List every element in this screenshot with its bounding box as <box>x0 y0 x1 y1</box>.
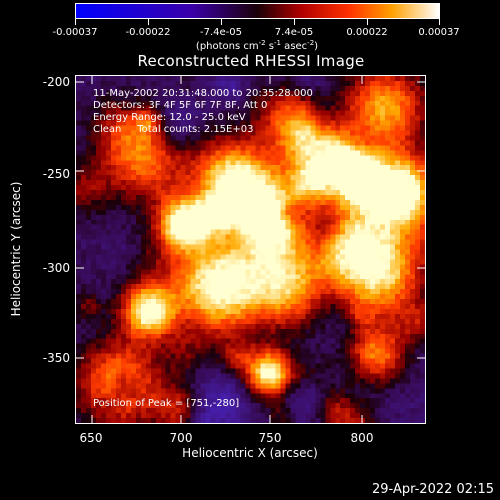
rhessi-image-panel <box>75 75 426 424</box>
colorbar <box>75 3 440 19</box>
x-tick-label: 650 <box>79 431 103 445</box>
info-time-range: 11-May-2002 20:31:48.000 to 20:35:28.000 <box>93 88 313 99</box>
y-tick-label: -300 <box>42 261 70 275</box>
x-tick-label: 800 <box>350 431 374 445</box>
y-tick-label: -250 <box>42 167 70 181</box>
colorbar-tick <box>294 19 295 25</box>
info-clean-counts: Clean Total counts: 2.15E+03 <box>93 124 254 135</box>
colorbar-tick-label: -0.00037 <box>52 27 98 38</box>
colorbar-tick-label: -7.4e-05 <box>200 27 242 38</box>
colorbar-tick <box>367 19 368 25</box>
x-axis-label: Heliocentric X (arcsec) <box>182 446 318 460</box>
x-tick-label: 700 <box>169 431 193 445</box>
colorbar-tick-label: -0.00022 <box>125 27 171 38</box>
info-detectors: Detectors: 3F 4F 5F 6F 7F 8F, Att 0 <box>93 100 268 111</box>
colorbar-tick-label: 7.4e-05 <box>274 27 314 38</box>
y-tick-label: -350 <box>42 351 70 365</box>
colorbar-tick <box>221 19 222 25</box>
colorbar-tick <box>75 19 76 25</box>
timestamp: 29-Apr-2022 02:15 <box>372 482 494 497</box>
y-tick-label: -200 <box>42 75 70 89</box>
colorbar-unit-label: (photons cm-2 s-1 asec-2) <box>195 39 319 52</box>
y-axis-label: Heliocentric Y (arcsec) <box>9 181 23 317</box>
colorbar-tick-label: 0.00022 <box>346 27 388 38</box>
info-energy-range: Energy Range: 12.0 - 25.0 keV <box>93 112 246 123</box>
rhessi-image <box>76 76 425 423</box>
colorbar-tick <box>148 19 149 25</box>
peak-position: Position of Peak = [751,-280] <box>93 398 240 409</box>
colorbar-tick <box>439 19 440 25</box>
x-tick-label: 750 <box>258 431 282 445</box>
colorbar-tick-label: 0.00037 <box>418 27 460 38</box>
plot-title: Reconstructed RHESSI Image <box>137 52 365 70</box>
